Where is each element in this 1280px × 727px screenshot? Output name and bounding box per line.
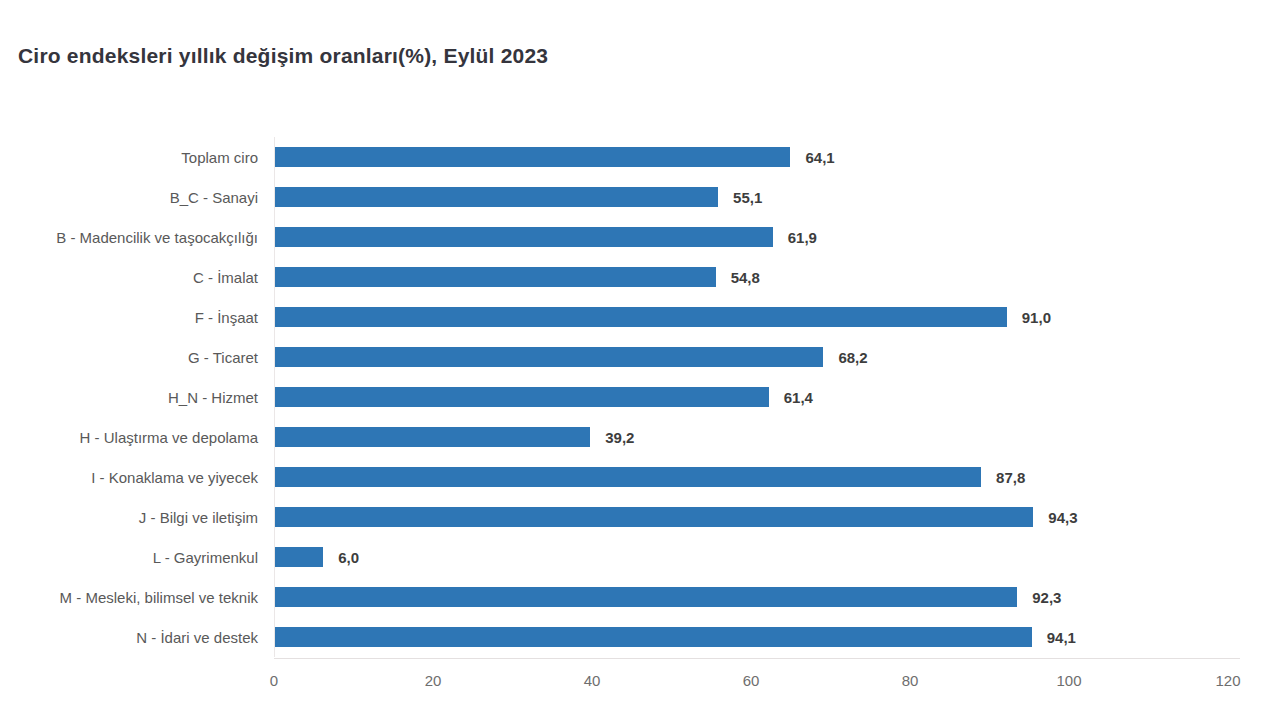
bar <box>275 427 590 447</box>
category-label: B_C - Sanayi <box>0 189 274 206</box>
bar-track: 61,9 <box>274 217 1240 257</box>
category-label: J - Bilgi ve iletişim <box>0 509 274 526</box>
bar-row: L - Gayrimenkul 6,0 <box>0 537 1240 577</box>
x-tick-label: 40 <box>584 672 601 689</box>
category-label: M - Mesleki, bilimsel ve teknik <box>0 589 274 606</box>
value-label: 55,1 <box>733 189 762 206</box>
bar <box>275 187 718 207</box>
bar-row: H - Ulaştırma ve depolama 39,2 <box>0 417 1240 457</box>
bar-row: B_C - Sanayi 55,1 <box>0 177 1240 217</box>
bar-track: 94,1 <box>274 617 1240 657</box>
x-axis-ticks: 020406080100120 <box>274 672 1228 694</box>
x-tick-label: 60 <box>743 672 760 689</box>
bar-row: F - İnşaat 91,0 <box>0 297 1240 337</box>
category-label: F - İnşaat <box>0 309 274 326</box>
category-label: Toplam ciro <box>0 149 274 166</box>
bar-track: 68,2 <box>274 337 1240 377</box>
bar-row: H_N - Hizmet 61,4 <box>0 377 1240 417</box>
category-label: G - Ticaret <box>0 349 274 366</box>
category-label: L - Gayrimenkul <box>0 549 274 566</box>
value-label: 54,8 <box>731 269 760 286</box>
bar <box>275 467 981 487</box>
bar-track: 64,1 <box>274 137 1240 177</box>
bar <box>275 507 1033 527</box>
bar <box>275 387 769 407</box>
x-tick-label: 120 <box>1215 672 1240 689</box>
x-tick-label: 100 <box>1056 672 1081 689</box>
x-tick-label: 80 <box>902 672 919 689</box>
bar-track: 55,1 <box>274 177 1240 217</box>
bar <box>275 307 1007 327</box>
bar-row: Toplam ciro 64,1 <box>0 137 1240 177</box>
bar-track: 6,0 <box>274 537 1240 577</box>
x-tick-label: 20 <box>425 672 442 689</box>
bar-row: N - İdari ve destek 94,1 <box>0 617 1240 657</box>
value-label: 94,3 <box>1048 509 1077 526</box>
value-label: 92,3 <box>1032 589 1061 606</box>
value-label: 94,1 <box>1047 629 1076 646</box>
category-label: H - Ulaştırma ve depolama <box>0 429 274 446</box>
value-label: 61,4 <box>784 389 813 406</box>
category-label: B - Madencilik ve taşocakçılığı <box>0 229 274 246</box>
bar-track: 94,3 <box>274 497 1240 537</box>
bar-track: 91,0 <box>274 297 1240 337</box>
value-label: 6,0 <box>338 549 359 566</box>
bar-track: 92,3 <box>274 577 1240 617</box>
value-label: 61,9 <box>788 229 817 246</box>
bar-row: B - Madencilik ve taşocakçılığı 61,9 <box>0 217 1240 257</box>
bar <box>275 147 790 167</box>
bar-row: G - Ticaret 68,2 <box>0 337 1240 377</box>
value-label: 64,1 <box>805 149 834 166</box>
bar-row: I - Konaklama ve yiyecek 87,8 <box>0 457 1240 497</box>
value-label: 39,2 <box>605 429 634 446</box>
x-tick-label: 0 <box>270 672 278 689</box>
bar-row: J - Bilgi ve iletişim 94,3 <box>0 497 1240 537</box>
value-label: 68,2 <box>838 349 867 366</box>
bar-track: 54,8 <box>274 257 1240 297</box>
bar <box>275 267 716 287</box>
category-label: H_N - Hizmet <box>0 389 274 406</box>
bar-row: M - Mesleki, bilimsel ve teknik 92,3 <box>0 577 1240 617</box>
bar <box>275 347 823 367</box>
chart-page: Ciro endeksleri yıllık değişim oranları(… <box>0 0 1280 727</box>
bar-track: 39,2 <box>274 417 1240 457</box>
bar <box>275 547 323 567</box>
bar <box>275 227 773 247</box>
bar <box>275 587 1017 607</box>
chart-title: Ciro endeksleri yıllık değişim oranları(… <box>18 44 548 68</box>
value-label: 91,0 <box>1022 309 1051 326</box>
bar-track: 87,8 <box>274 457 1240 497</box>
bar-track: 61,4 <box>274 377 1240 417</box>
category-label: C - İmalat <box>0 269 274 286</box>
bar <box>275 627 1032 647</box>
value-label: 87,8 <box>996 469 1025 486</box>
category-label: I - Konaklama ve yiyecek <box>0 469 274 486</box>
x-axis-line <box>274 658 1240 659</box>
category-label: N - İdari ve destek <box>0 629 274 646</box>
bar-row: C - İmalat 54,8 <box>0 257 1240 297</box>
bar-rows: Toplam ciro 64,1 B_C - Sanayi 55,1 B - Maden… <box>0 137 1240 657</box>
